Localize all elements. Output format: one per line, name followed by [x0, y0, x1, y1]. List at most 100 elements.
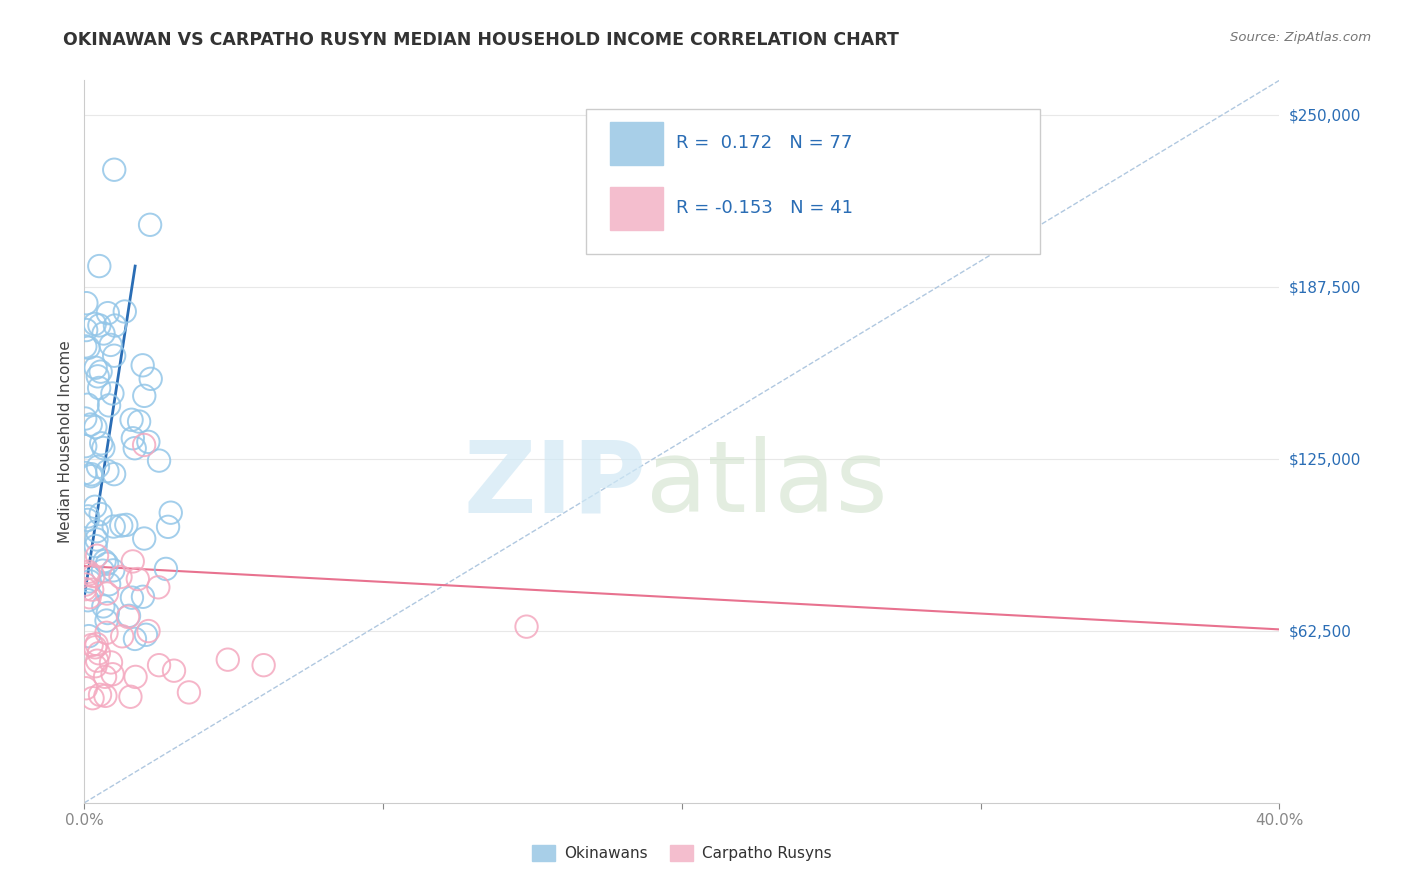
Point: [155, 562, 177, 576]
Point: [87, 369, 110, 384]
Point: [139, 218, 162, 232]
Point: [117, 610, 139, 624]
Point: [82, 569, 104, 583]
Point: [93, 441, 115, 455]
Point: [89, 259, 111, 273]
Point: [93, 599, 115, 614]
Point: [138, 434, 160, 449]
Point: [79, 574, 101, 589]
Point: [148, 580, 170, 594]
Point: [134, 389, 156, 403]
Point: [83, 317, 105, 331]
Point: [134, 532, 156, 546]
Point: [103, 162, 125, 177]
Point: [253, 658, 276, 673]
Point: [148, 453, 170, 467]
Point: [84, 539, 107, 553]
Point: [148, 658, 170, 673]
Point: [84, 420, 107, 434]
Point: [110, 518, 132, 533]
Point: [98, 577, 121, 591]
Point: [121, 591, 143, 605]
FancyBboxPatch shape: [610, 187, 662, 230]
Point: [121, 413, 143, 427]
Point: [75, 577, 97, 591]
Point: [86, 524, 108, 538]
Point: [75, 323, 97, 337]
Point: [104, 318, 127, 333]
Point: [80, 467, 103, 482]
FancyBboxPatch shape: [586, 109, 1040, 253]
Point: [86, 654, 108, 668]
Point: [138, 624, 160, 638]
Point: [135, 628, 157, 642]
Point: [77, 509, 100, 524]
Point: [177, 685, 200, 699]
Point: [77, 629, 100, 643]
Point: [110, 570, 132, 584]
Point: [77, 565, 100, 579]
Point: [86, 533, 108, 547]
Point: [86, 637, 108, 651]
Point: [120, 690, 142, 704]
Point: [118, 608, 141, 623]
Point: [96, 614, 118, 628]
Point: [75, 439, 97, 453]
Point: [84, 360, 107, 375]
Point: [139, 372, 162, 386]
Point: [132, 590, 155, 604]
Point: [84, 500, 107, 514]
Point: [124, 670, 146, 684]
Point: [84, 659, 107, 673]
Point: [103, 467, 125, 482]
Point: [79, 591, 101, 605]
Text: OKINAWAN VS CARPATHO RUSYN MEDIAN HOUSEHOLD INCOME CORRELATION CHART: OKINAWAN VS CARPATHO RUSYN MEDIAN HOUSEH…: [63, 31, 900, 49]
Point: [114, 304, 136, 318]
Text: Source: ZipAtlas.com: Source: ZipAtlas.com: [1230, 31, 1371, 45]
Point: [77, 341, 100, 355]
Point: [87, 459, 110, 474]
Point: [163, 664, 186, 678]
Point: [159, 506, 181, 520]
Point: [157, 520, 180, 534]
Point: [75, 582, 97, 596]
Point: [516, 620, 538, 634]
Point: [89, 318, 111, 333]
Point: [97, 306, 120, 320]
Point: [77, 593, 100, 607]
Point: [217, 653, 239, 667]
Point: [101, 667, 124, 681]
Point: [90, 365, 112, 379]
Point: [84, 640, 107, 655]
Point: [127, 572, 149, 586]
Point: [75, 681, 97, 696]
Legend: Okinawans, Carpatho Rusyns: Okinawans, Carpatho Rusyns: [526, 839, 838, 867]
Point: [98, 398, 121, 412]
Point: [124, 632, 146, 646]
Point: [97, 606, 120, 620]
Point: [103, 519, 125, 533]
Point: [96, 464, 118, 478]
Text: atlas: atlas: [647, 436, 887, 533]
Point: [89, 381, 111, 395]
Y-axis label: Median Household Income: Median Household Income: [58, 340, 73, 543]
Point: [75, 466, 97, 480]
Point: [96, 557, 118, 571]
Point: [93, 326, 115, 341]
Point: [111, 629, 134, 643]
Point: [94, 670, 117, 684]
Point: [100, 656, 122, 670]
Text: ZIP: ZIP: [463, 436, 647, 533]
Point: [128, 415, 150, 429]
Point: [77, 566, 100, 581]
Point: [94, 689, 117, 703]
Point: [82, 691, 104, 706]
Point: [100, 338, 122, 352]
Point: [96, 586, 118, 600]
Point: [75, 296, 97, 310]
Point: [103, 349, 125, 363]
Point: [76, 398, 98, 412]
Point: [115, 517, 138, 532]
Point: [76, 513, 98, 527]
Point: [121, 431, 143, 445]
